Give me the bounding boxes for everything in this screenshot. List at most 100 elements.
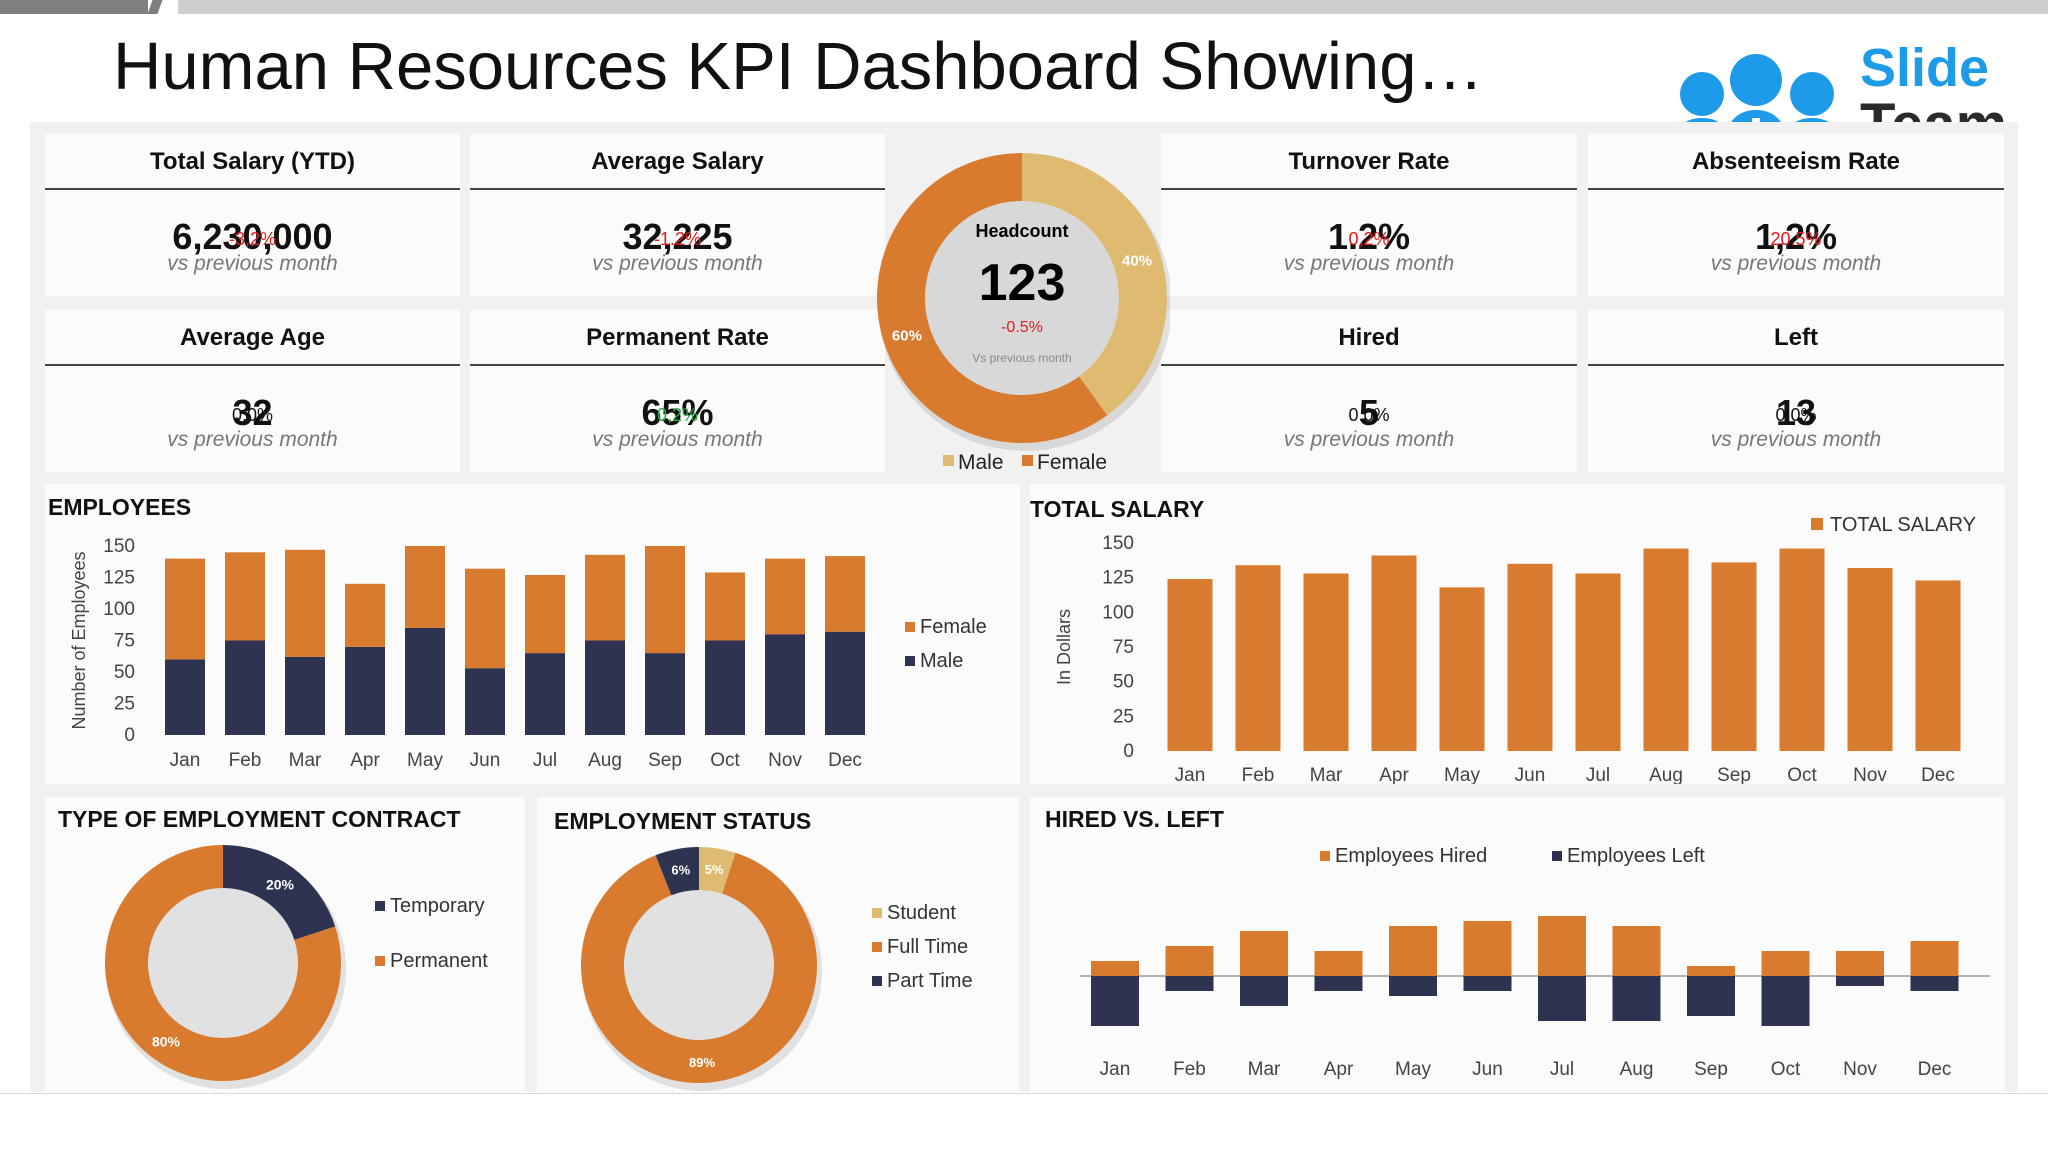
y-tick-label: 75 [114,631,135,652]
bar-employees-left [1165,976,1214,991]
legend-swatch [872,908,882,918]
slice-label: 89% [689,1055,715,1070]
y-tick-label: 125 [1102,568,1134,589]
donut-slice-permanent [104,845,341,1081]
y-tick-label: 125 [103,568,135,589]
bar-employees-left [1910,976,1959,991]
bar-employees-hired [1091,961,1139,976]
bar-employees-hired [1165,946,1214,976]
kpi-subtext: vs previous month [592,428,763,451]
kpi-title: Permanent Rate [586,324,769,351]
bar-employees-left [1091,976,1139,1026]
slice-label: 80% [152,1033,181,1049]
bar-male [465,668,505,735]
kpi-change: 20.5% [1770,229,1822,249]
bar-employees-left [1836,976,1884,986]
x-tick-label: Sep [1694,1059,1728,1080]
employment-contract-panel: TYPE OF EMPLOYMENT CONTRACT 20% 80% Tempor… [45,797,525,1093]
legend-label: Male [958,451,1004,474]
legend-label: Female [920,616,987,638]
legend-label: Employees Left [1567,845,1705,867]
kpi-value: 1.2% [1327,216,1411,257]
kpi-value: 65% [641,392,714,433]
kpi-title: Absenteeism Rate [1691,148,1901,175]
bar-total-salary [1371,555,1417,751]
hired-vs-left-title: HIRED VS. LEFT [1045,806,1224,832]
bar-female [765,558,805,635]
bar-employees-hired [1389,926,1437,976]
x-tick-label: Feb [1173,1059,1206,1080]
total-salary-bar-chart: 0 25 50 75 100 125 150 In Dollars Jan Feb Mar Apr Ma… [1054,514,1976,784]
x-tick-label: Jan [1175,765,1206,784]
bar-employees-left [1463,976,1512,991]
bar-employees-left [1761,976,1810,1026]
x-tick-label: Jun [1515,765,1546,784]
x-tick-label: Oct [1771,1059,1801,1080]
bar-total-salary [1643,548,1689,751]
x-tick-label: Apr [1324,1059,1354,1080]
bar-male [405,627,445,735]
hired-vs-left-bar-chart: Jan Feb Mar Apr May Jun Jul Aug Sep Oct Nov Dec Empl… [1080,845,1990,1080]
y-axis-label: Number of Employees [69,551,89,729]
kpi-subtext: vs previous month [1283,428,1455,451]
kpi-title: Average Age [180,324,325,351]
employment-status-donut-chart: 5% 89% 6% Student Full Time Part Time [581,847,973,1091]
bar-total-salary [1507,563,1553,751]
legend-swatch [872,976,882,986]
bar-employees-hired [1538,916,1586,976]
bar-total-salary [1779,548,1825,751]
donut-slice-full-time [581,852,817,1083]
bar-male [645,653,685,735]
bar-total-salary [1439,587,1485,751]
employees-panel: EMPLOYEES 0 25 50 75 100 125 150 Number of Empl… [45,484,1020,784]
bar-total-salary [1303,573,1349,751]
x-tick-label: Jul [533,750,557,771]
x-tick-label: Jun [1472,1059,1503,1080]
bar-employees-hired [1910,941,1959,976]
kpi-left: Left 13 0.0% vs previous month [1588,310,2004,472]
x-tick-label: May [1444,765,1480,784]
bar-employees-left [1612,976,1661,1021]
kpi-title: Total Salary (YTD) [150,148,355,175]
headcount-donut-chart: Headcount 123 -0.5% Vs previous month 40… [877,153,1170,474]
kpi-change: -1.2% [653,229,702,249]
bar-female [165,558,205,660]
bar-employees-hired [1761,951,1810,976]
y-tick-label: 100 [1102,602,1134,623]
bar-male [585,640,625,735]
bar-employees-left [1687,976,1735,1016]
x-tick-label: Apr [350,750,380,771]
bar-female [645,546,685,654]
donut-slice-temporary [223,845,336,940]
headcount-subtext: Vs previous month [972,351,1071,365]
kpi-change: -3,2% [228,229,277,249]
legend-label: Employees Hired [1335,845,1487,867]
page-title: Human Resources KPI Dashboard Showing… [113,29,1484,104]
kpi-average-salary: Average Salary 32,225 -1.2% vs previous … [470,134,885,296]
bar-male [765,634,805,735]
bar-female [585,554,625,641]
x-tick-label: Aug [1649,765,1683,784]
top-decor-bar [0,0,2048,14]
kpi-value: 5 [1358,392,1380,433]
total-salary-title: TOTAL SALARY [1030,496,1205,522]
bar-total-salary [1167,579,1213,751]
x-tick-label: Feb [1242,765,1275,784]
bar-employees-left [1389,976,1437,996]
bar-employees-hired [1240,931,1288,976]
employees-title: EMPLOYEES [48,494,192,520]
kpi-value: 32,225 [622,216,733,257]
y-tick-label: 100 [103,599,135,620]
logo-word-slide: Slide [1860,38,1989,98]
legend-label: Part Time [887,970,973,992]
legend-swatch [872,942,882,952]
x-tick-label: Apr [1379,765,1409,784]
x-tick-label: Mar [1310,765,1343,784]
headcount-title: Headcount [975,221,1068,241]
kpi-permanent-rate: Permanent Rate 65% 0,2% vs previous mont… [470,310,885,472]
donut-slice-female [877,153,1108,443]
bar-male [165,659,205,735]
bar-female [525,574,565,654]
bar-male [225,640,265,735]
bar-female [225,552,265,641]
